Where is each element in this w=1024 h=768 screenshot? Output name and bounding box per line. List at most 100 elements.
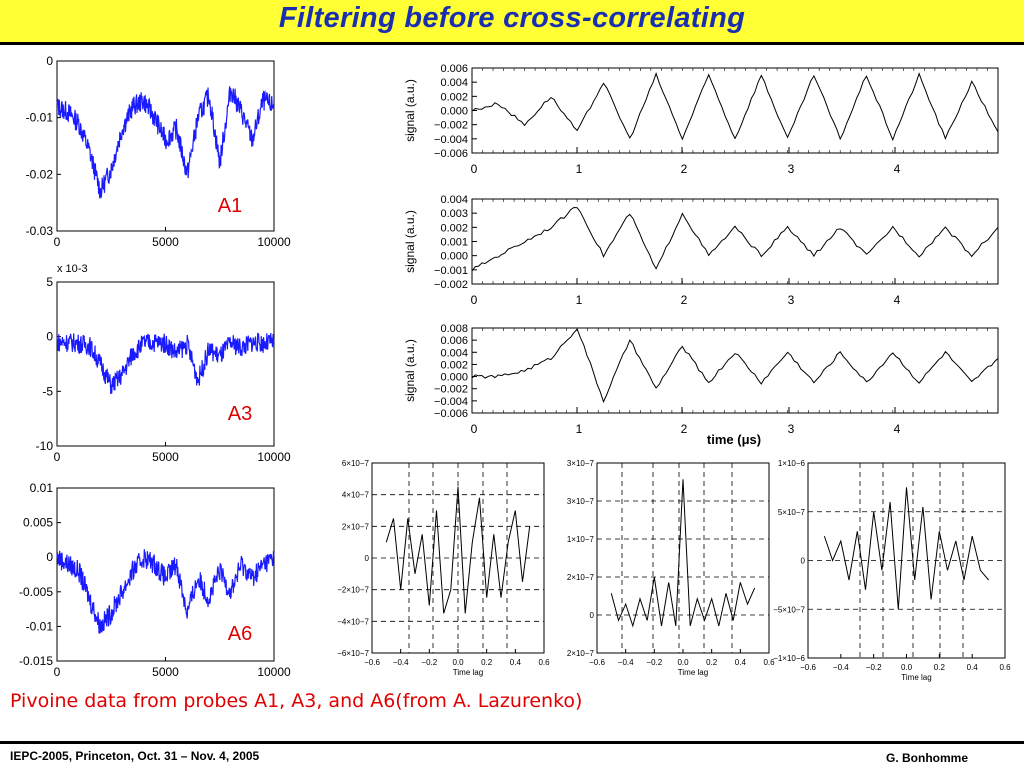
probe-A1-xtick-label: 5000 <box>152 235 179 249</box>
signal-A6-filtered-ytick-label: 0.002 <box>440 359 468 371</box>
signal-A1-filtered-xtick-label: 0 <box>471 162 478 176</box>
xcorr-3-xtick-label: 0.4 <box>967 663 979 672</box>
probe-A6-ytick-label: -0.015 <box>19 654 53 668</box>
signal-A3-filtered-ylabel: signal (a.u.) <box>403 210 417 273</box>
signal-A6-filtered-ytick-label: 0.000 <box>440 372 468 384</box>
signal-A6-filtered-xtick-label: 0 <box>471 422 478 436</box>
signal-A1-filtered-xtick-label: 1 <box>576 162 583 176</box>
xcorr-1-xtick-label: 0.0 <box>452 658 464 667</box>
probe-A1-ytick-label: -0.03 <box>26 224 54 238</box>
signal-A1-filtered-ytick-label: 0.006 <box>440 63 468 75</box>
signal-A1-filtered-xtick-label: 2 <box>681 162 688 176</box>
xcorr-2-xtick-label: 0.6 <box>763 658 775 667</box>
signal-A1-filtered-ytick-label: 0.002 <box>440 91 468 103</box>
signal-A3-filtered-xtick-label: 4 <box>894 293 901 307</box>
signal-A1-filtered-ytick-label: −0.006 <box>434 148 468 160</box>
signal-A6-filtered-ytick-label: −0.006 <box>434 408 468 420</box>
xcorr-1-series-line <box>385 486 531 614</box>
probe-A3-ytick-label: 5 <box>46 275 53 289</box>
signal-A3-filtered-ytick-label: 0.004 <box>440 194 468 206</box>
signal-A6-filtered-ytick-label: 0.006 <box>440 335 468 347</box>
signal-A6-filtered-xtick-label: 1 <box>576 422 583 436</box>
probe-A3-xtick-label: 5000 <box>152 450 179 464</box>
xcorr-2-ytick-label: 3×10−7 <box>567 497 595 506</box>
signal-A1-filtered-ytick-label: 0.004 <box>440 77 468 89</box>
xcorr-2-ytick-label: 0 <box>590 611 595 620</box>
signal-A3-filtered-ytick-label: −0.001 <box>434 265 468 277</box>
probe-A1-xtick-label: 0 <box>54 235 61 249</box>
probe-A3-ytick-label: -10 <box>36 439 54 453</box>
xcorr-2-xtick-label: −0.4 <box>618 658 634 667</box>
xcorr-1-xtick-label: 0.6 <box>538 658 550 667</box>
signal-A6-filtered-frame <box>471 327 999 414</box>
signal-A1-filtered-series-line <box>471 72 999 142</box>
probe-A6-ytick-label: -0.01 <box>26 619 54 633</box>
xcorr-1-ytick-label: 4×10−7 <box>342 491 370 500</box>
xcorr-1-chart: 6×10−7 4×10−7 2×10−7 0 −2×10−7 −4×10−7 −6×10−7… <box>337 459 550 677</box>
xcorr-2-chart: 3×10−73×10−71×10−72×10−702×10−7−0.6 −0.4−… <box>567 459 775 677</box>
xcorr-1-xtick-label: −0.4 <box>393 658 409 667</box>
signal-A3-filtered-ytick-label: 0.003 <box>440 208 468 220</box>
probe-A1-ytick-label: -0.02 <box>26 167 54 181</box>
probe-A1-panel-label: A1 <box>218 195 242 217</box>
probe-A3-xtick-label: 10000 <box>257 450 291 464</box>
xcorr-1-xlabel: Time lag <box>453 668 483 677</box>
xcorr-3-chart: 1×10−6 5×10−7 0 −5×10−7 −1×10−6−0.6 −0.4 −0.2 0… <box>773 459 1011 682</box>
signal-A6-filtered-xtick-label: 3 <box>788 422 795 436</box>
xcorr-3-ytick-label: −5×10−7 <box>773 605 805 614</box>
xcorr-3-xlabel: Time lag <box>901 673 931 682</box>
signal-A6-filtered-ytick-label: −0.002 <box>434 384 468 396</box>
xcorr-3-ytick-label: −1×10−6 <box>773 654 805 663</box>
xcorr-2-ytick-label: 2×10−7 <box>567 649 595 658</box>
xcorr-2-frame <box>596 462 770 654</box>
probe-A6-series-line <box>56 549 275 634</box>
signal-A1-filtered-xtick-label: 3 <box>788 162 795 176</box>
signal-A6-filtered-ytick-label: 0.004 <box>440 347 468 359</box>
xcorr-1-ytick-label: 2×10−7 <box>342 522 370 531</box>
xcorr-3-ytick-label: 0 <box>801 557 806 566</box>
xcorr-3-xtick-label: 0.2 <box>934 663 946 672</box>
probe-A3-multiplier: x 10-3 <box>57 263 88 275</box>
xcorr-2-xlabel: Time lag <box>678 668 708 677</box>
probe-A6-xtick-label: 5000 <box>152 665 179 679</box>
xcorr-1-ytick-label: 6×10−7 <box>342 459 370 468</box>
probe-A1-xtick-label: 10000 <box>257 235 291 249</box>
xcorr-1-xtick-label: −0.6 <box>364 658 380 667</box>
probe-A1-series-line <box>56 86 275 199</box>
slide-caption: Pivoine data from probes A1, A3, and A6(… <box>10 690 583 712</box>
probe-A3-ytick-label: -5 <box>42 384 53 398</box>
xcorr-3-xtick-label: 0.0 <box>901 663 913 672</box>
signal-A3-filtered-ytick-label: 0.001 <box>440 237 468 249</box>
footer-divider <box>0 741 1024 744</box>
xcorr-3-ytick-label: 1×10−6 <box>778 459 806 468</box>
xcorr-1-xtick-label: 0.4 <box>510 658 522 667</box>
signal-A6-filtered-xtick-label: 4 <box>894 422 901 436</box>
signal-A3-filtered-ytick-label: −0.002 <box>434 279 468 291</box>
slide-title: Filtering before cross-correlating <box>278 2 746 34</box>
probe-A6-xtick-label: 0 <box>54 665 61 679</box>
signal-A1-filtered-ytick-label: −0.004 <box>434 134 468 146</box>
xcorr-1-xtick-label: −0.2 <box>421 658 437 667</box>
title-bar: Filtering before cross-correlating <box>0 0 1024 45</box>
probe-A6-ytick-label: 0.005 <box>23 516 53 530</box>
signal-A3-filtered-xtick-label: 1 <box>576 293 583 307</box>
signal-A3-filtered-xtick-label: 0 <box>471 293 478 307</box>
signal-A1-filtered-ylabel: signal (a.u.) <box>403 79 417 142</box>
signal-A1-filtered-ytick-label: −0.002 <box>434 120 468 132</box>
xcorr-2-xtick-label: 0.0 <box>677 658 689 667</box>
xcorr-3-xtick-label: 0.6 <box>999 663 1011 672</box>
xcorr-2-xtick-label: −0.2 <box>646 658 662 667</box>
xcorr-1-ytick-label: −6×10−7 <box>337 649 369 658</box>
signal-A3-filtered-xtick-label: 2 <box>681 293 688 307</box>
xcorr-3-xtick-label: −0.6 <box>800 663 816 672</box>
signal-A6-filtered-series-line <box>471 328 999 404</box>
probe-A3-series-line <box>56 332 275 395</box>
signal-A6-filtered-ylabel: signal (a.u.) <box>403 339 417 402</box>
xcorr-1-ytick-label: 0 <box>365 554 370 563</box>
signal-A1-filtered-ytick-label: 0.000 <box>440 106 468 118</box>
xcorr-1-ytick-label: −2×10−7 <box>337 586 369 595</box>
signal-A3-filtered-ytick-label: 0.002 <box>440 222 468 234</box>
